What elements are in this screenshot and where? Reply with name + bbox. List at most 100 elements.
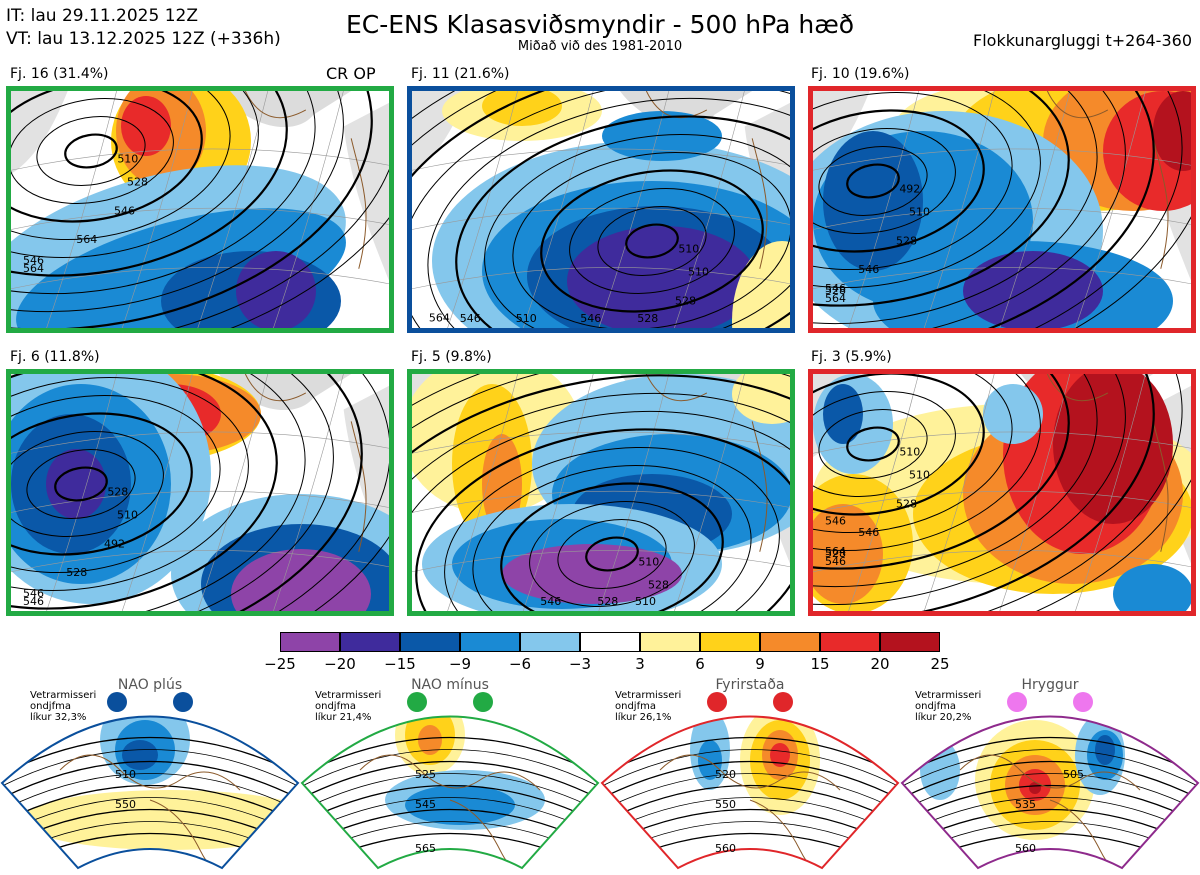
height-contour [11,374,278,610]
regime-marker-dot [407,692,427,712]
cluster-label-1: Fj. 16 (31.4%) [10,66,109,82]
regime-title: Fyrirstaða [715,677,785,693]
regime-contour [902,736,1198,776]
regime-contour-label: 510 [115,768,136,781]
contour-label: 546 [825,514,846,527]
height-contour [569,188,735,294]
regime-note: ondjfma [315,701,356,712]
regime-anomaly [20,790,298,850]
contour-label: 528 [825,284,846,297]
contour-label: 528 [127,175,148,188]
coastline [244,374,307,402]
meridian-line [598,91,670,328]
regime-note: Vetrarmisseri [30,690,97,701]
regime-contour [302,784,598,824]
anomaly-area [1153,91,1191,171]
meridian-line [46,374,117,611]
height-contour [11,374,334,611]
parallel-line [813,490,1191,513]
colorbar-swatch [400,632,460,652]
regime-marker-dot [107,692,127,712]
regime-contour-label: 565 [415,842,436,855]
regime-contour [902,749,1198,788]
height-contour [585,536,639,572]
contour-label: 546 [858,263,879,276]
control-run-operational-marker: CR OP [326,64,376,83]
regime-contour-label: 560 [1015,842,1036,855]
meridian-line [46,91,117,328]
anomaly-area [732,241,790,328]
regime-coastline [359,754,541,791]
regime-map-svg: 520 550 560 [600,715,900,870]
colorbar-swatch [340,632,400,652]
height-contour [846,426,900,462]
regime-contour [902,773,1198,812]
parallel-line [813,550,1191,573]
height-contour [813,91,1070,307]
europe-land [343,102,389,281]
height-contour [26,449,136,519]
regime-note: Vetrarmisseri [915,690,982,701]
height-contour [512,151,790,328]
meridian-line [1075,374,1146,611]
height-contour [813,374,1126,606]
contour-label: 510 [117,508,138,521]
regime-marker-dot [1073,692,1093,712]
height-contour [597,206,707,276]
colorbar-tick-label: 15 [810,655,830,673]
coastline [751,138,768,269]
contour-label: 546 [114,204,135,217]
regime-map-svg: 510 550 [0,715,300,870]
contour-label: 528 [825,547,846,560]
regime-contour-label: 535 [1015,798,1036,811]
regime-anomaly [122,740,158,770]
regime-coastline [959,754,1141,791]
regime-coastline [149,799,241,868]
regime-contour [2,749,298,788]
height-contour [412,392,790,611]
colorbar-tick-label: 25 [930,655,950,673]
meridian-line [447,374,518,611]
height-contour [11,91,373,328]
regime-anomaly [770,743,790,767]
height-contour [412,374,790,611]
regime-note: líkur 26,1% [615,712,672,723]
cluster-label-3: Fj. 10 (19.6%) [811,66,910,82]
cluster-map-svg: 510 510 528 528 546 510 546 564 [412,91,790,328]
height-contour [529,501,695,607]
parallel-line [813,267,1191,290]
regime-map-svg: 525 545 565 [300,715,600,870]
contour-label: 510 [899,445,920,458]
contour-label: 546 [825,555,846,568]
regime-note: Vetrarmisseri [615,690,682,701]
height-contour [11,394,221,574]
contour-label: 546 [580,312,601,325]
contour-label: 492 [899,182,920,195]
coastline [751,421,768,552]
parallel-line [412,207,790,230]
regime-contour [2,736,298,776]
height-contour [427,97,790,328]
contour-label: 510 [678,242,699,255]
regime-marker-dot [773,692,793,712]
anomaly-area [813,504,883,604]
regime-2: 525 545 565 NAO mínus Vetrarmisseri ondjfma lí… [300,677,600,871]
anomaly-area [732,374,790,424]
regime-contour [602,784,898,824]
regime-contour [602,773,898,812]
regime-contour [2,784,298,824]
regime-map-svg: 505 535 560 [900,715,1200,870]
regime-contour [902,797,1198,836]
contour-label: 528 [66,566,87,579]
cluster-label-2: Fj. 11 (21.6%) [411,66,510,82]
height-contour [444,446,780,611]
anomaly-area [482,91,562,126]
regime-contour [602,749,898,788]
height-contour [557,519,667,589]
regime-contour [2,773,298,812]
contour-label: 546 [23,587,44,600]
anomaly-area [1113,564,1191,611]
